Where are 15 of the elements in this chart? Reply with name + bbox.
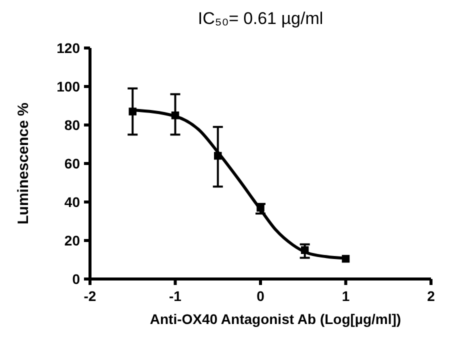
x-tick-label: -1 <box>169 288 182 304</box>
y-tick-label: 60 <box>64 155 80 172</box>
y-tick-label: 0 <box>72 270 80 287</box>
y-tick-label: 80 <box>64 116 80 133</box>
chart-title: IC₅₀= 0.61 µg/ml <box>198 9 324 28</box>
y-tick-label: 120 <box>56 40 80 56</box>
y-tick-label: 100 <box>56 78 80 94</box>
y-tick-label: 40 <box>64 194 80 210</box>
y-tick-label: 20 <box>64 232 80 248</box>
y-axis-title: Luminescence % <box>15 102 32 224</box>
x-tick-label: -2 <box>84 288 96 304</box>
x-axis-title: Anti-OX40 Antagonist Ab (Log[µg/ml]) <box>150 311 402 327</box>
x-tick-label: 1 <box>342 288 350 304</box>
x-tick-label: 2 <box>427 288 436 304</box>
x-tick-label: 0 <box>256 288 265 304</box>
